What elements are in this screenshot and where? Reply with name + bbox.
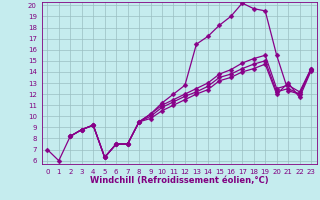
X-axis label: Windchill (Refroidissement éolien,°C): Windchill (Refroidissement éolien,°C) bbox=[90, 176, 268, 185]
